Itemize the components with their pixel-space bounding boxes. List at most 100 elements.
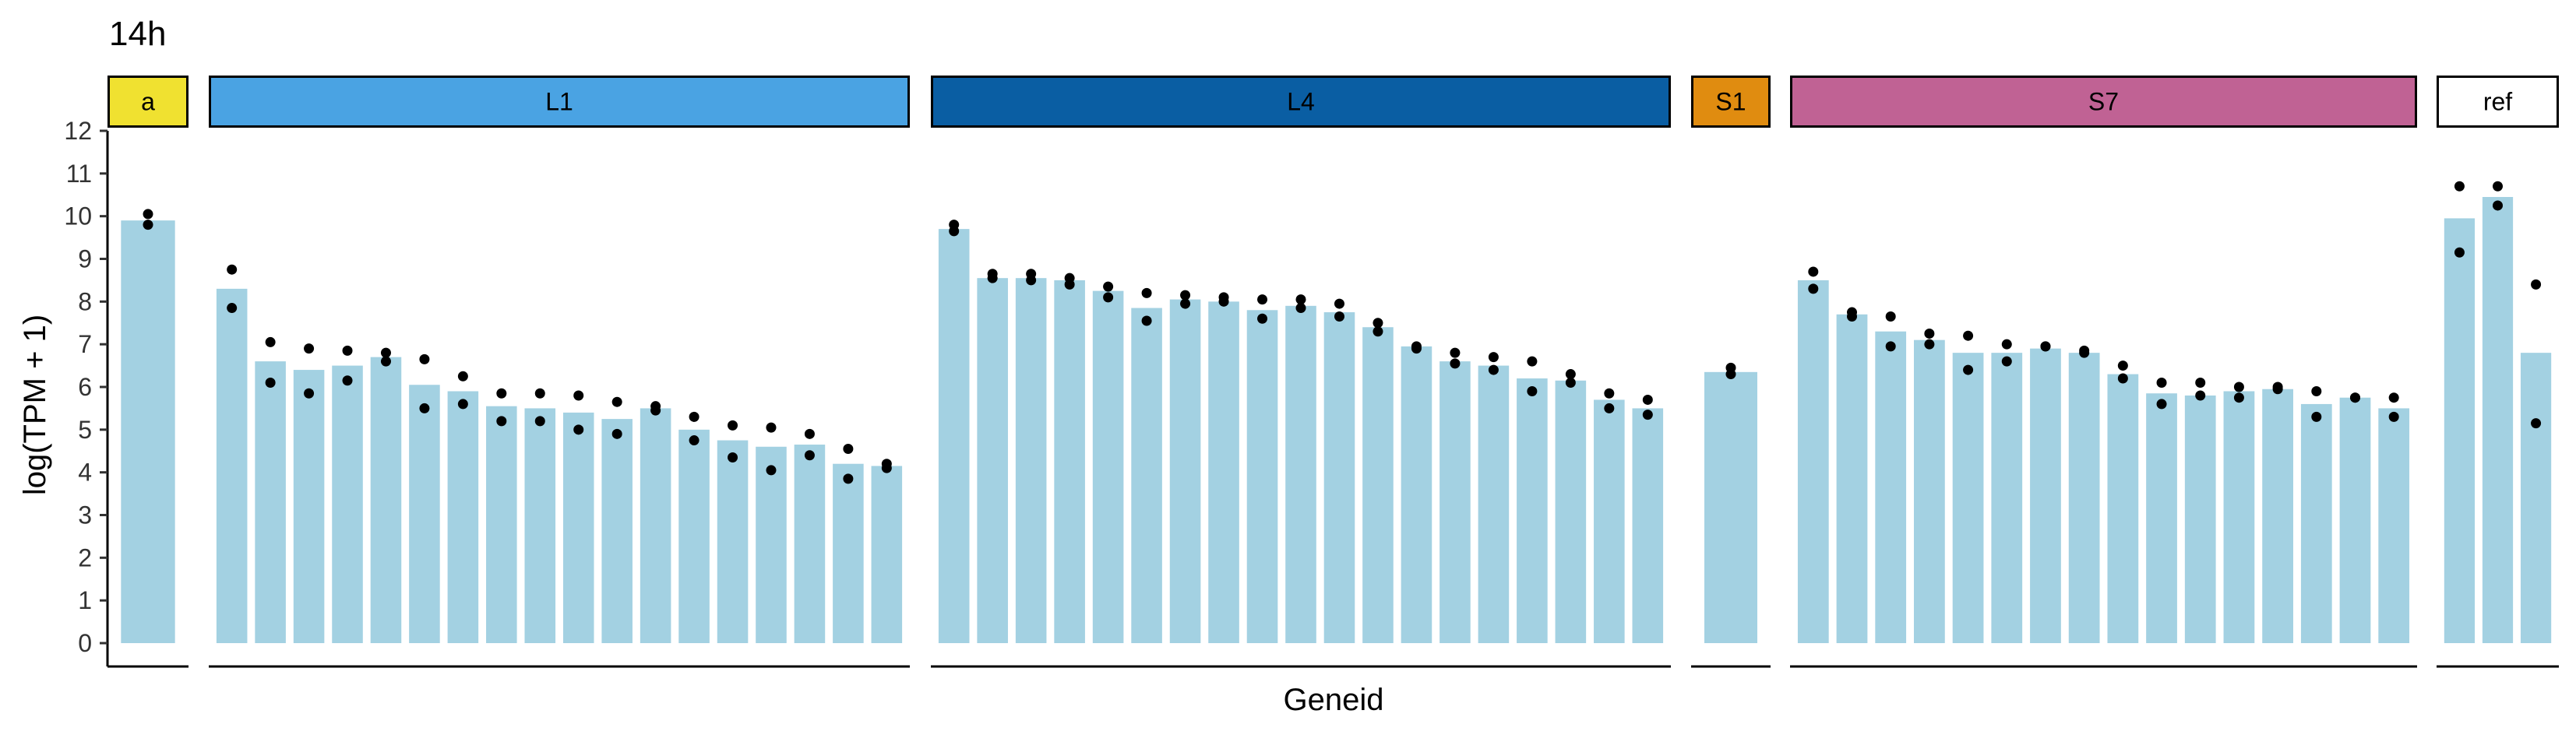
replicate-point — [1885, 341, 1896, 352]
replicate-point — [2079, 347, 2090, 358]
replicate-point — [227, 264, 238, 275]
bar — [524, 408, 556, 643]
replicate-point — [2156, 399, 2167, 410]
replicate-point — [1565, 378, 1576, 389]
replicate-point — [342, 345, 353, 356]
replicate-point — [843, 444, 854, 455]
facet-strip-label: L1 — [545, 88, 573, 116]
bar — [1169, 299, 1201, 643]
facet-panel-L1: L1 — [209, 76, 910, 668]
replicate-point — [1847, 311, 1858, 322]
replicate-point — [1103, 281, 1114, 292]
bar — [447, 391, 479, 643]
bar — [1478, 365, 1510, 643]
bar — [678, 429, 710, 643]
replicate-point — [611, 396, 622, 407]
bar — [1208, 301, 1239, 643]
bar — [2378, 408, 2410, 643]
bar — [216, 288, 248, 643]
bar — [1517, 378, 1548, 643]
bar — [1323, 312, 1355, 643]
replicate-point — [2195, 390, 2206, 401]
replicate-point — [1295, 303, 1306, 314]
replicate-point — [2233, 382, 2244, 392]
replicate-point — [1180, 290, 1191, 301]
replicate-point — [804, 428, 815, 439]
y-tick-label: 4 — [78, 459, 92, 487]
replicate-point — [728, 452, 738, 462]
replicate-point — [2233, 392, 2244, 403]
replicate-point — [1725, 369, 1736, 380]
replicate-point — [1257, 294, 1268, 305]
y-tick-label: 3 — [78, 501, 92, 529]
bar — [1054, 280, 1085, 643]
bar — [1914, 339, 1945, 643]
replicate-point — [2454, 247, 2465, 258]
bar — [2030, 348, 2061, 643]
replicate-point — [2195, 378, 2206, 389]
bar — [2339, 397, 2371, 643]
bar — [332, 365, 363, 643]
replicate-point — [2349, 392, 2360, 403]
replicate-point — [143, 220, 153, 230]
bar — [2223, 391, 2255, 643]
replicate-point — [1808, 266, 1819, 277]
replicate-point — [2531, 279, 2542, 290]
bar — [486, 406, 517, 643]
replicate-point — [1450, 358, 1461, 369]
y-tick-label: 8 — [78, 287, 92, 315]
bar — [1704, 371, 1757, 643]
replicate-point — [496, 388, 507, 399]
bar — [2184, 395, 2216, 643]
replicate-point — [1103, 292, 1114, 303]
bar — [1632, 408, 1664, 643]
replicate-point — [1450, 347, 1461, 358]
facet-panel-S7: S7 — [1790, 76, 2417, 668]
replicate-point — [766, 422, 777, 433]
bar — [1440, 361, 1471, 643]
y-tick-label: 11 — [66, 160, 92, 188]
replicate-point — [689, 435, 700, 446]
y-tick-label: 0 — [78, 629, 92, 657]
replicate-point — [2311, 385, 2322, 396]
bar — [1555, 380, 1587, 643]
replicate-point — [2001, 356, 2012, 367]
replicate-point — [2272, 384, 2283, 395]
bar — [2262, 389, 2293, 643]
replicate-point — [1373, 318, 1383, 329]
bar — [1797, 280, 1829, 643]
replicate-point — [2531, 418, 2542, 429]
replicate-point — [2388, 392, 2399, 403]
replicate-point — [728, 420, 738, 431]
replicate-point — [2388, 411, 2399, 422]
bar — [2300, 403, 2332, 643]
replicate-point — [1642, 394, 1653, 405]
bar — [1952, 353, 1984, 643]
replicate-point — [534, 416, 545, 427]
bar — [717, 440, 749, 643]
y-tick-label: 9 — [78, 245, 92, 273]
replicate-point — [1963, 330, 1974, 341]
replicate-point — [496, 416, 507, 427]
bar — [1131, 308, 1162, 643]
facet-strip-label: S1 — [1715, 88, 1746, 116]
replicate-point — [1924, 339, 1935, 350]
replicate-point — [1141, 287, 1152, 298]
facet-panels: a L1 L4 S1 S7 ref — [107, 76, 2559, 668]
replicate-point — [1808, 283, 1819, 294]
y-tick-label: 6 — [78, 373, 92, 401]
replicate-point — [342, 375, 353, 386]
facet-panel-a: a — [107, 76, 189, 668]
facet-panel-ref: ref — [2437, 76, 2559, 668]
replicate-point — [1527, 385, 1538, 396]
facet-strip-label: a — [141, 88, 155, 116]
replicate-point — [843, 473, 854, 484]
replicate-point — [949, 226, 960, 237]
facet-strip — [1790, 76, 2417, 128]
replicate-point — [766, 465, 777, 476]
replicate-point — [265, 336, 276, 347]
replicate-point — [534, 388, 545, 399]
facet-panel-L4: L4 — [931, 76, 1671, 668]
replicate-point — [1257, 313, 1268, 324]
facet-strip — [2437, 76, 2559, 128]
